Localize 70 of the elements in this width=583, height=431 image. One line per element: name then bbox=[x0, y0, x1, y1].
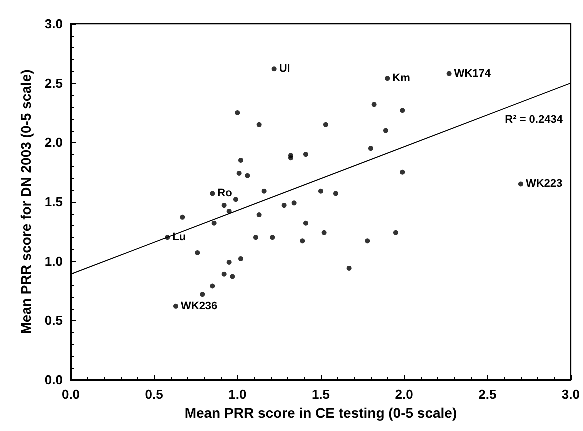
y-tick-label: 1.5 bbox=[44, 194, 63, 210]
point bbox=[368, 146, 374, 152]
x-tick-label: 1.0 bbox=[228, 387, 247, 402]
point bbox=[385, 76, 390, 82]
point bbox=[174, 304, 178, 309]
point bbox=[210, 284, 216, 289]
point bbox=[195, 250, 200, 256]
point bbox=[400, 170, 406, 175]
point bbox=[303, 220, 308, 226]
point bbox=[303, 152, 308, 158]
point bbox=[333, 191, 338, 196]
point bbox=[262, 188, 267, 194]
point bbox=[322, 230, 327, 236]
annotation: Km bbox=[392, 72, 411, 85]
point bbox=[400, 108, 406, 114]
point bbox=[256, 122, 262, 128]
x-tick-label: 0.0 bbox=[62, 387, 80, 402]
x-tick-label: 2.0 bbox=[395, 387, 414, 402]
y-tick-label: 0.5 bbox=[44, 313, 63, 328]
y-tick-label: 2.0 bbox=[44, 135, 63, 150]
point bbox=[222, 272, 227, 277]
y-tick-label: 3.0 bbox=[44, 16, 63, 32]
point bbox=[222, 203, 227, 208]
annotation: Lu bbox=[172, 232, 186, 244]
point bbox=[200, 292, 206, 298]
point bbox=[446, 71, 452, 76]
point bbox=[226, 260, 232, 266]
point bbox=[236, 171, 242, 176]
point bbox=[226, 208, 232, 214]
y-tick-label: 2.5 bbox=[44, 76, 63, 91]
point bbox=[210, 191, 216, 196]
point bbox=[238, 256, 244, 262]
point bbox=[393, 230, 398, 236]
x-tick-label: 1.5 bbox=[312, 387, 330, 402]
x-axis-title: Mean PRR score in CE testing (0-5 scale) bbox=[184, 404, 458, 421]
point bbox=[323, 122, 328, 128]
y-tick-label: 1.0 bbox=[44, 254, 63, 269]
point bbox=[235, 110, 240, 116]
x-tick-label: 2.5 bbox=[478, 387, 497, 402]
point bbox=[372, 102, 377, 108]
point bbox=[288, 156, 294, 161]
point bbox=[212, 220, 217, 226]
point bbox=[253, 235, 258, 240]
point bbox=[365, 238, 370, 244]
annotation: WK174 bbox=[454, 68, 492, 80]
point bbox=[383, 128, 388, 134]
y-tick-label: 0.0 bbox=[44, 372, 63, 388]
point bbox=[272, 66, 277, 72]
point bbox=[230, 274, 236, 280]
point bbox=[346, 266, 352, 271]
point bbox=[165, 235, 170, 240]
point bbox=[518, 182, 524, 187]
y-axis-title: Mean PRR score for DN 2003 (0-5 scale) bbox=[18, 70, 34, 334]
x-tick-label: 0.5 bbox=[145, 387, 164, 402]
point bbox=[233, 197, 238, 202]
point bbox=[318, 188, 324, 194]
point bbox=[238, 158, 244, 163]
point bbox=[256, 212, 262, 218]
annotation: WK236 bbox=[180, 300, 218, 312]
x-tick-label: 3.0 bbox=[562, 387, 580, 402]
point bbox=[282, 203, 287, 208]
point bbox=[292, 200, 297, 206]
point bbox=[300, 238, 306, 244]
annotation: WK223 bbox=[526, 178, 563, 190]
annotation: R² = 0.2434 bbox=[505, 114, 564, 126]
point bbox=[270, 235, 276, 240]
annotation: Ul bbox=[279, 63, 290, 76]
point bbox=[180, 214, 186, 220]
annotation: Ro bbox=[218, 188, 233, 200]
point bbox=[245, 173, 250, 178]
